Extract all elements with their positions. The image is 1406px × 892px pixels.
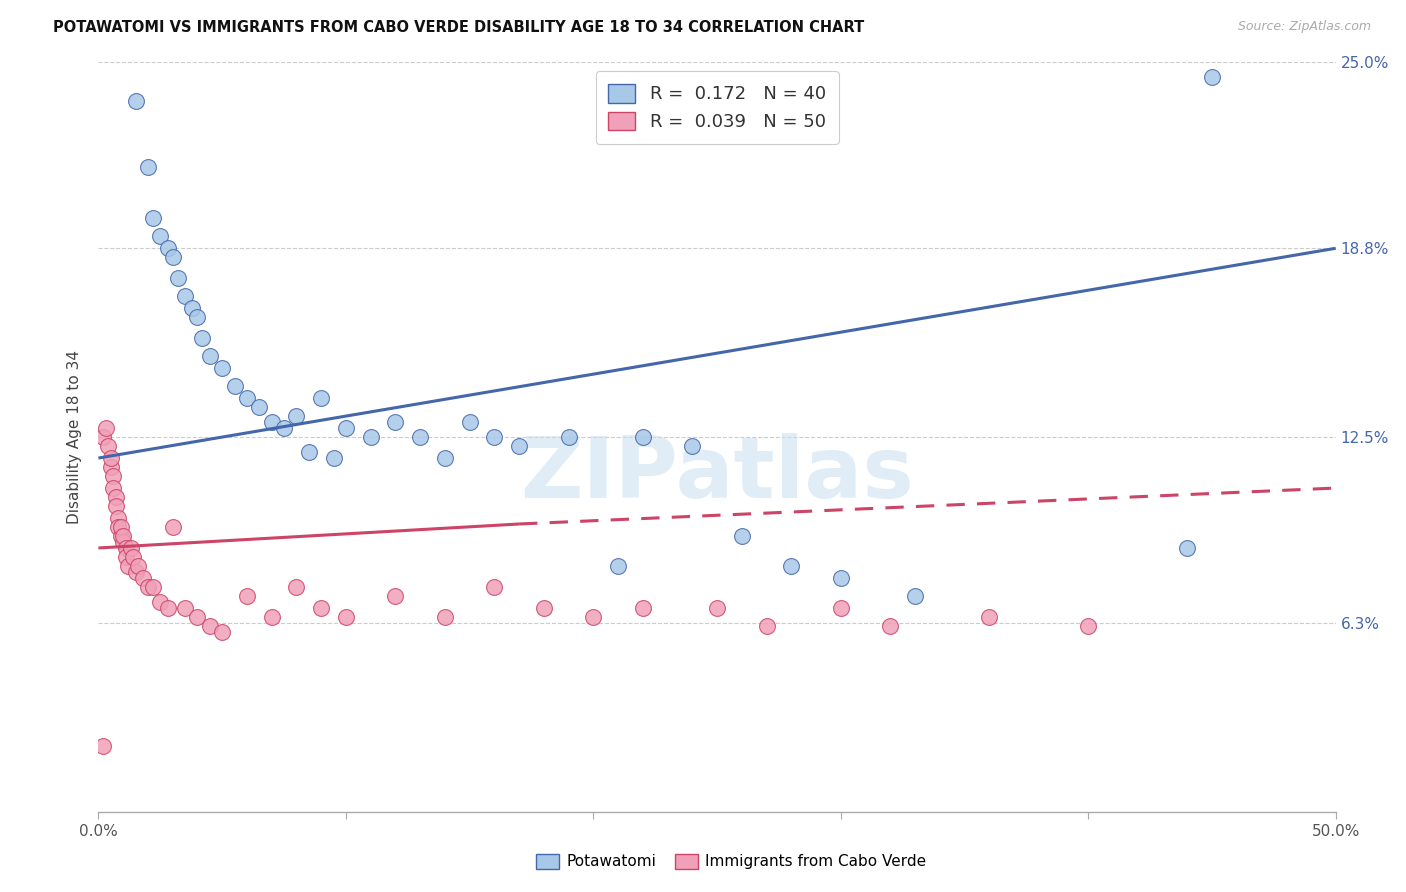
Point: [198, 349, 221, 363]
Point: [681, 439, 703, 453]
Point: [433, 610, 456, 624]
Point: [285, 580, 308, 594]
Point: [174, 289, 197, 303]
Point: [114, 549, 136, 564]
Point: [186, 610, 208, 624]
Point: [100, 451, 122, 466]
Point: [114, 541, 136, 555]
Point: [174, 601, 197, 615]
Point: [1175, 541, 1198, 555]
Point: [211, 361, 233, 376]
Point: [384, 589, 406, 603]
Point: [335, 421, 357, 435]
Point: [247, 400, 270, 414]
Point: [484, 430, 506, 444]
Point: [879, 619, 901, 633]
Point: [1077, 619, 1099, 633]
Point: [458, 415, 481, 429]
Point: [162, 520, 184, 534]
Point: [298, 445, 321, 459]
Point: [120, 541, 142, 555]
Point: [93, 430, 115, 444]
Point: [132, 571, 155, 585]
Point: [409, 430, 432, 444]
Point: [103, 469, 125, 483]
Point: [94, 421, 117, 435]
Point: [142, 211, 165, 226]
Point: [156, 601, 179, 615]
Point: [181, 301, 204, 316]
Point: [508, 439, 530, 453]
Point: [830, 601, 852, 615]
Point: [136, 580, 159, 594]
Point: [104, 490, 127, 504]
Point: [142, 580, 165, 594]
Point: [557, 430, 579, 444]
Point: [191, 331, 214, 345]
Point: [107, 511, 129, 525]
Point: [104, 499, 127, 513]
Point: [112, 529, 135, 543]
Point: [166, 271, 188, 285]
Point: [117, 558, 139, 573]
Point: [124, 565, 146, 579]
Point: [107, 520, 129, 534]
Point: [384, 415, 406, 429]
Point: [260, 610, 283, 624]
Point: [631, 430, 654, 444]
Point: [335, 610, 357, 624]
Point: [706, 601, 728, 615]
Point: [830, 571, 852, 585]
Point: [780, 558, 803, 573]
Point: [124, 95, 146, 109]
Point: [156, 241, 179, 255]
Point: [904, 589, 927, 603]
Text: ZIPatlas: ZIPatlas: [520, 433, 914, 516]
Point: [100, 460, 122, 475]
Point: [112, 535, 135, 549]
Point: [360, 430, 382, 444]
Point: [103, 481, 125, 495]
Point: [93, 739, 115, 753]
Point: [110, 520, 132, 534]
Point: [731, 529, 754, 543]
Point: [755, 619, 778, 633]
Legend: Potawatomi, Immigrants from Cabo Verde: Potawatomi, Immigrants from Cabo Verde: [530, 847, 932, 876]
Point: [582, 610, 605, 624]
Legend: R =  0.172   N = 40, R =  0.039   N = 50: R = 0.172 N = 40, R = 0.039 N = 50: [596, 71, 838, 144]
Point: [236, 391, 259, 405]
Point: [211, 624, 233, 639]
Point: [110, 529, 132, 543]
Y-axis label: Disability Age 18 to 34: Disability Age 18 to 34: [67, 350, 83, 524]
Point: [484, 580, 506, 594]
Point: [309, 601, 332, 615]
Point: [236, 589, 259, 603]
Point: [97, 439, 120, 453]
Point: [1201, 70, 1223, 85]
Point: [186, 310, 208, 325]
Point: [607, 558, 630, 573]
Point: [149, 595, 172, 609]
Point: [285, 409, 308, 423]
Point: [260, 415, 283, 429]
Point: [149, 229, 172, 244]
Point: [136, 161, 159, 175]
Point: [309, 391, 332, 405]
Point: [224, 379, 246, 393]
Point: [979, 610, 1001, 624]
Point: [122, 549, 145, 564]
Text: Source: ZipAtlas.com: Source: ZipAtlas.com: [1237, 20, 1371, 33]
Point: [433, 451, 456, 466]
Point: [198, 619, 221, 633]
Point: [322, 451, 344, 466]
Point: [273, 421, 295, 435]
Point: [127, 558, 149, 573]
Point: [631, 601, 654, 615]
Point: [533, 601, 555, 615]
Point: [162, 250, 184, 264]
Text: POTAWATOMI VS IMMIGRANTS FROM CABO VERDE DISABILITY AGE 18 TO 34 CORRELATION CHA: POTAWATOMI VS IMMIGRANTS FROM CABO VERDE…: [53, 20, 865, 35]
